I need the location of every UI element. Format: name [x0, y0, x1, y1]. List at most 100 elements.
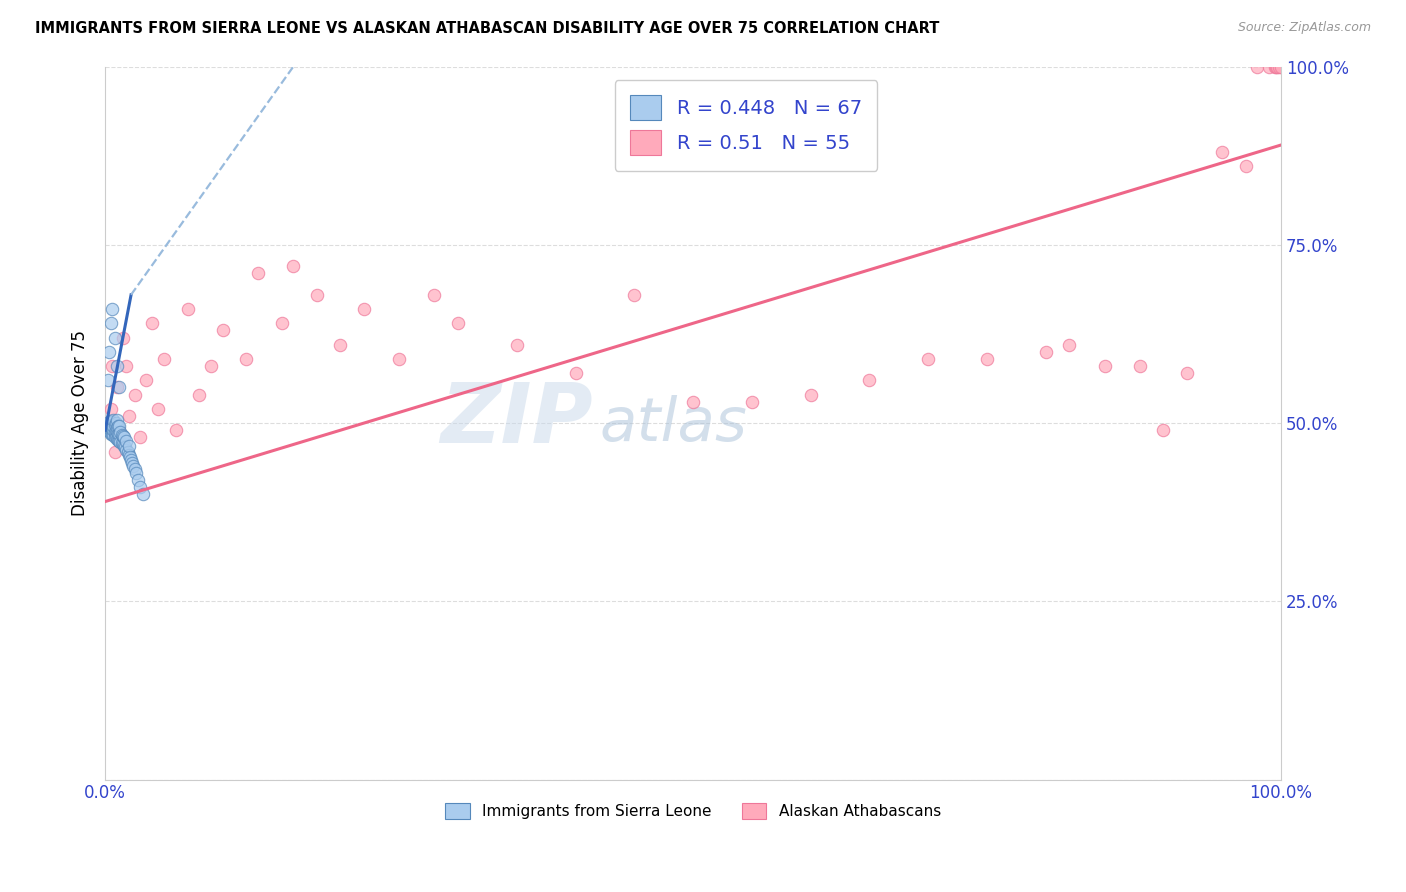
Point — [104, 425, 127, 439]
Point — [100, 401, 122, 416]
Point — [146, 401, 169, 416]
Point — [121, 456, 143, 470]
Point — [858, 373, 880, 387]
Text: Source: ZipAtlas.com: Source: ZipAtlas.com — [1237, 21, 1371, 35]
Point — [101, 426, 124, 441]
Point — [564, 366, 586, 380]
Point — [98, 425, 121, 439]
Point — [153, 351, 176, 366]
Point — [1267, 60, 1289, 74]
Point — [104, 423, 127, 437]
Point — [98, 414, 121, 428]
Point — [115, 359, 138, 373]
Point — [388, 351, 411, 366]
Point — [741, 394, 763, 409]
Point — [97, 416, 120, 430]
Point — [1267, 60, 1289, 74]
Point — [800, 387, 823, 401]
Point — [120, 453, 142, 467]
Point — [976, 351, 998, 366]
Point — [623, 287, 645, 301]
Point — [97, 344, 120, 359]
Point — [100, 423, 122, 437]
Point — [107, 426, 129, 441]
Point — [108, 426, 131, 441]
Point — [107, 419, 129, 434]
Point — [270, 316, 292, 330]
Point — [103, 428, 125, 442]
Point — [124, 387, 146, 401]
Point — [111, 427, 134, 442]
Point — [101, 422, 124, 436]
Point — [127, 473, 149, 487]
Point — [105, 432, 128, 446]
Point — [114, 441, 136, 455]
Point — [211, 323, 233, 337]
Point — [101, 359, 124, 373]
Point — [108, 423, 131, 437]
Point — [125, 466, 148, 480]
Point — [104, 416, 127, 430]
Point — [917, 351, 939, 366]
Point — [353, 301, 375, 316]
Point — [1035, 344, 1057, 359]
Point — [97, 423, 120, 437]
Point — [107, 434, 129, 448]
Point — [1211, 145, 1233, 160]
Point — [129, 430, 152, 444]
Point — [1059, 337, 1081, 351]
Point — [1175, 366, 1198, 380]
Point — [96, 423, 118, 437]
Point — [129, 480, 152, 494]
Point — [682, 394, 704, 409]
Point — [111, 429, 134, 443]
Point — [97, 419, 120, 434]
Point — [141, 316, 163, 330]
Point — [118, 439, 141, 453]
Point — [447, 316, 470, 330]
Point — [111, 330, 134, 344]
Point — [165, 423, 187, 437]
Point — [101, 301, 124, 316]
Point — [100, 419, 122, 434]
Point — [110, 434, 132, 449]
Point — [110, 425, 132, 440]
Point — [1234, 160, 1257, 174]
Point — [1152, 423, 1174, 437]
Point — [104, 330, 127, 344]
Point — [105, 425, 128, 440]
Point — [124, 462, 146, 476]
Text: atlas: atlas — [599, 395, 747, 454]
Point — [200, 359, 222, 373]
Point — [1129, 359, 1152, 373]
Point — [176, 301, 198, 316]
Point — [1270, 60, 1292, 74]
Point — [103, 412, 125, 426]
Point — [247, 266, 270, 280]
Point — [97, 373, 120, 387]
Point — [105, 359, 128, 373]
Point — [104, 429, 127, 443]
Point — [235, 351, 257, 366]
Point — [98, 418, 121, 433]
Point — [111, 436, 134, 450]
Point — [423, 287, 446, 301]
Point — [108, 380, 131, 394]
Point — [100, 426, 122, 441]
Point — [122, 458, 145, 473]
Point — [112, 430, 135, 444]
Point — [103, 423, 125, 437]
Point — [97, 419, 120, 434]
Point — [104, 430, 127, 444]
Text: IMMIGRANTS FROM SIERRA LEONE VS ALASKAN ATHABASCAN DISABILITY AGE OVER 75 CORREL: IMMIGRANTS FROM SIERRA LEONE VS ALASKAN … — [35, 21, 939, 37]
Point — [105, 419, 128, 434]
Point — [1265, 60, 1288, 74]
Point — [1258, 60, 1281, 74]
Y-axis label: Disability Age Over 75: Disability Age Over 75 — [72, 330, 89, 516]
Point — [1246, 60, 1268, 74]
Point — [101, 417, 124, 432]
Point — [305, 287, 328, 301]
Point — [118, 448, 141, 462]
Point — [111, 437, 134, 451]
Point — [97, 423, 120, 437]
